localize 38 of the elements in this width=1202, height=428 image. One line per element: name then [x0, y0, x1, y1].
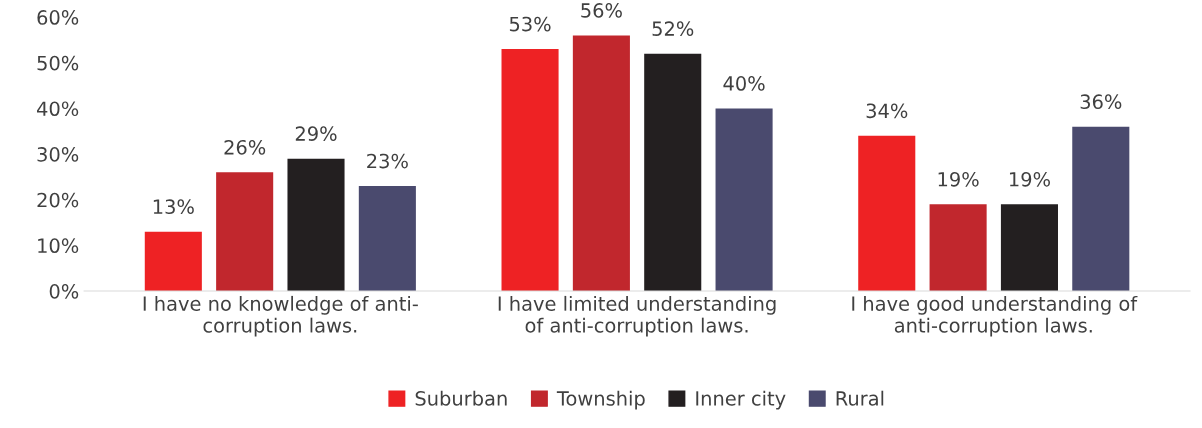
data-label: 40% — [723, 76, 765, 91]
bar — [358, 186, 416, 292]
data-label: 19% — [938, 171, 979, 187]
y-tick-label: 20% — [37, 192, 79, 208]
x-tick-label: I have limited understanding of anti-corruption laws. — [498, 295, 776, 337]
bar — [1072, 126, 1130, 292]
data-label: 19% — [1009, 171, 1050, 187]
y-tick-label: 40% — [37, 101, 79, 117]
bar — [287, 158, 345, 292]
bar — [715, 108, 773, 292]
data-label: 34% — [866, 103, 908, 119]
legend-label: Suburban — [415, 390, 507, 406]
bar — [144, 231, 202, 292]
data-label: 26% — [224, 139, 266, 155]
bar — [644, 53, 702, 292]
legend-label: Township — [556, 390, 645, 410]
bar — [572, 35, 630, 292]
data-label: 13% — [153, 199, 194, 215]
y-tick-label: 10% — [38, 238, 79, 254]
bar — [858, 135, 916, 292]
y-tick-label: 50% — [37, 55, 79, 71]
legend-label: Rural — [836, 390, 884, 406]
data-label: 23% — [367, 153, 408, 169]
data-label: 36% — [1080, 94, 1122, 110]
bar — [216, 172, 274, 292]
y-tick-label: 60% — [37, 10, 79, 25]
data-label: 56% — [581, 3, 622, 18]
data-label: 52% — [652, 21, 694, 36]
y-tick-label: 30% — [37, 147, 79, 162]
data-label: 53% — [509, 16, 551, 32]
legend-label: Inner city — [696, 390, 786, 410]
bar — [501, 49, 559, 292]
x-tick-label: I have good understanding of anti-corruption laws. — [852, 295, 1138, 337]
x-tick-label: I have no knowledge of anti-corruption laws. — [143, 295, 418, 337]
bar — [1000, 204, 1058, 292]
bar — [929, 204, 987, 292]
y-tick-label: 0% — [49, 284, 79, 299]
data-label: 29% — [295, 126, 337, 141]
